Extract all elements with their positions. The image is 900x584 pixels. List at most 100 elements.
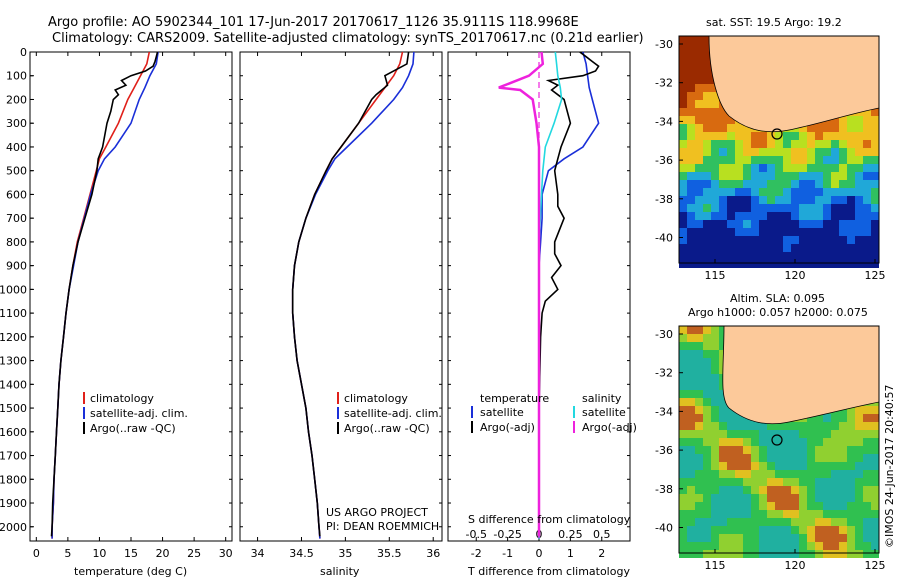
x-tick-label: 0 xyxy=(536,547,543,560)
map-cell xyxy=(735,260,743,268)
map-cell xyxy=(799,454,807,462)
map-cell xyxy=(759,228,767,236)
map-cell xyxy=(751,542,759,550)
map-cell xyxy=(871,156,879,164)
map-cell xyxy=(735,494,743,502)
map-cell xyxy=(831,526,839,534)
map-cell xyxy=(799,518,807,526)
map-cell xyxy=(871,228,879,236)
map-cell xyxy=(695,502,703,510)
map-cell xyxy=(807,204,815,212)
map-cell xyxy=(703,212,711,220)
map-cell xyxy=(815,236,823,244)
map-cell xyxy=(695,260,703,268)
map-cell xyxy=(847,252,855,260)
map-cell xyxy=(847,518,855,526)
map-cell xyxy=(695,76,703,84)
map-cell xyxy=(863,414,871,422)
map-cell xyxy=(679,462,687,470)
map-cell xyxy=(719,406,727,414)
map-cell xyxy=(831,510,839,518)
map-cell xyxy=(687,470,695,478)
map-cell xyxy=(687,342,695,350)
map-cell xyxy=(839,518,847,526)
map-cell xyxy=(783,518,791,526)
map-cell xyxy=(703,438,711,446)
map-cell xyxy=(695,326,703,334)
map-cell xyxy=(727,510,735,518)
map-cell xyxy=(863,542,871,550)
map-cell xyxy=(783,172,791,180)
map-cell xyxy=(791,212,799,220)
map-cell xyxy=(719,132,727,140)
map-cell xyxy=(719,518,727,526)
map-cell xyxy=(743,148,751,156)
map-cell xyxy=(679,342,687,350)
map-cell xyxy=(871,454,879,462)
map-cell xyxy=(727,156,735,164)
map-cell xyxy=(783,228,791,236)
map-cell xyxy=(687,326,695,334)
map-cell xyxy=(823,446,831,454)
map-cell xyxy=(791,228,799,236)
map-cell xyxy=(839,252,847,260)
map-cell xyxy=(687,486,695,494)
map-cell xyxy=(751,486,759,494)
map-cell xyxy=(807,124,815,132)
map-cell xyxy=(719,398,727,406)
map-cell xyxy=(855,212,863,220)
temperature-panel xyxy=(29,51,233,542)
map-cell xyxy=(799,228,807,236)
map-cell xyxy=(727,414,735,422)
map-cell xyxy=(871,502,879,510)
map-cell xyxy=(695,470,703,478)
map-cell xyxy=(759,470,767,478)
map-cell xyxy=(695,124,703,132)
map-cell xyxy=(807,494,815,502)
map-cell xyxy=(703,244,711,252)
depth-tick-label: 1200 xyxy=(0,331,27,344)
map-cell xyxy=(871,252,879,260)
map-cell xyxy=(759,446,767,454)
map-cell xyxy=(743,172,751,180)
map-cell xyxy=(751,140,759,148)
map-cell xyxy=(743,164,751,172)
map-cell xyxy=(799,124,807,132)
map-cell xyxy=(783,462,791,470)
map-y-tick-label: -40 xyxy=(655,522,673,535)
map-cell xyxy=(799,220,807,228)
map-cell xyxy=(695,228,703,236)
map-cell xyxy=(711,326,719,334)
map-cell xyxy=(679,390,687,398)
map-cell xyxy=(695,44,703,52)
map-cell xyxy=(775,148,783,156)
map-cell xyxy=(831,188,839,196)
map-cell xyxy=(727,534,735,542)
map-cell xyxy=(711,212,719,220)
map-cell xyxy=(727,204,735,212)
map-cell xyxy=(679,196,687,204)
legend-climatology-label: climatology xyxy=(90,392,154,405)
map-cell xyxy=(679,534,687,542)
map-cell xyxy=(791,220,799,228)
map-cell xyxy=(871,550,879,558)
map-cell xyxy=(871,148,879,156)
map-cell xyxy=(799,188,807,196)
map-cell xyxy=(711,414,719,422)
map-cell xyxy=(839,196,847,204)
map-cell xyxy=(719,156,727,164)
map-cell xyxy=(687,454,695,462)
map-cell xyxy=(751,494,759,502)
map-cell xyxy=(687,76,695,84)
map-cell xyxy=(815,486,823,494)
x-tick-label: 0 xyxy=(33,547,40,560)
map-cell xyxy=(871,164,879,172)
map-cell xyxy=(727,172,735,180)
map-cell xyxy=(703,108,711,116)
map-cell xyxy=(839,204,847,212)
map-cell xyxy=(679,100,687,108)
map-cell xyxy=(839,124,847,132)
map-cell xyxy=(823,164,831,172)
map-cell xyxy=(855,526,863,534)
argo-location-marker xyxy=(771,434,783,446)
